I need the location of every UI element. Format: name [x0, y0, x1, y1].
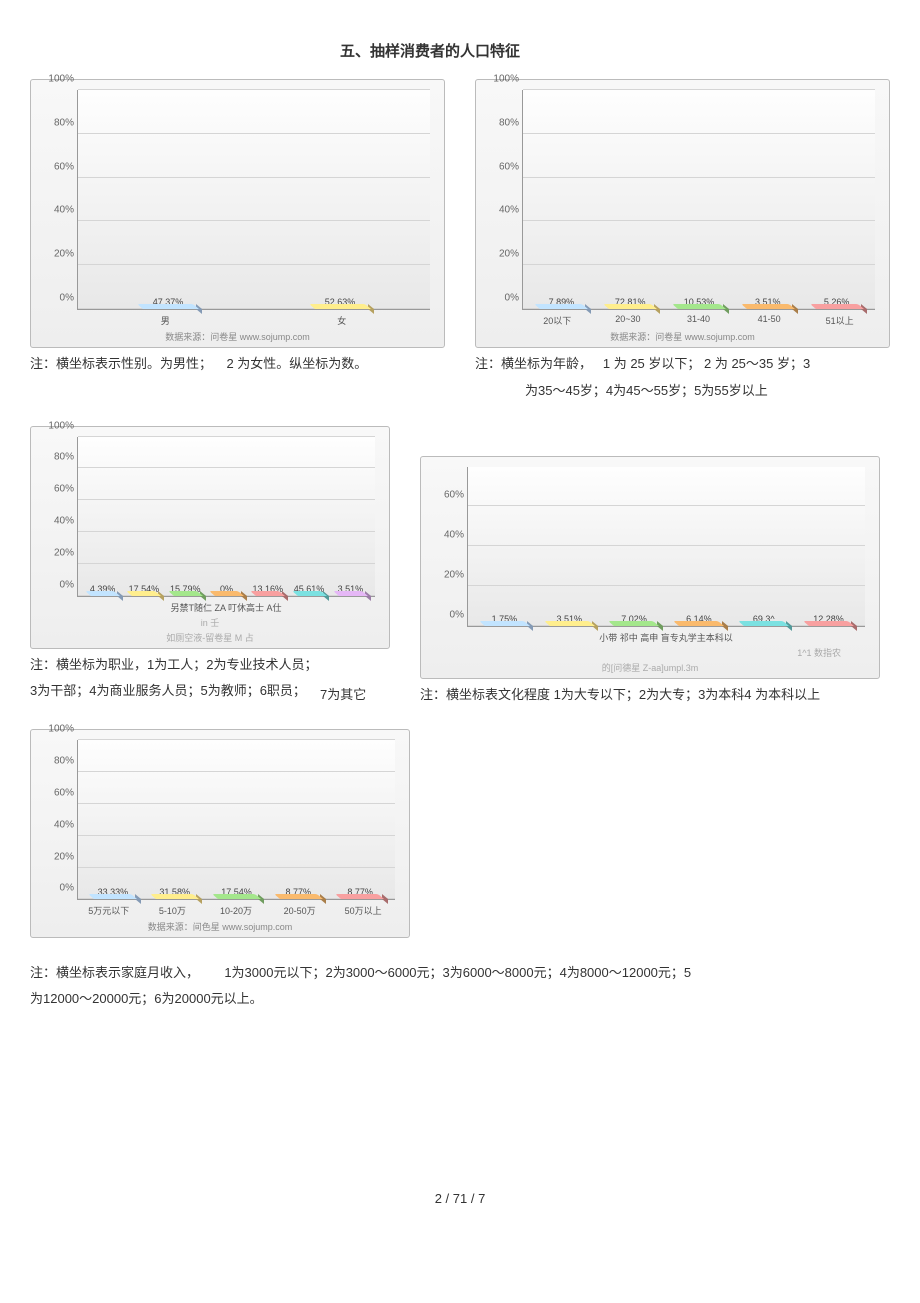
caption-income-2: 为12000～20000元；6为20000元以上。	[30, 988, 890, 1010]
section-title: 五、抽样消费者的人口特征	[0, 40, 890, 61]
y-tick: 80%	[42, 117, 74, 128]
chart-source: 数据来源：问卷星 www.sojump.com	[39, 330, 436, 343]
chart-source: 数据来源：问卷星 www.sojump.com	[484, 330, 881, 343]
y-tick: 40%	[487, 205, 519, 216]
misc-job-2: 如厕空液-留卷星 M 占	[39, 631, 381, 644]
page-number: 2 / 71 / 7	[30, 1191, 890, 1206]
y-tick: 40%	[42, 819, 74, 830]
y-tick: 20%	[42, 851, 74, 862]
y-tick: 100%	[42, 74, 74, 85]
x-tick: 41-50	[734, 314, 805, 327]
y-tick: 0%	[42, 579, 74, 590]
chart-job: 0%20%40%60%80%100%4.39%17.54%15.79%0%13.…	[30, 426, 390, 649]
caption-gender: 注：横坐标表示性别。为男性； 2 为女性。纵坐标为数。	[30, 354, 445, 375]
y-tick: 0%	[432, 609, 464, 620]
y-tick: 80%	[487, 117, 519, 128]
y-tick: 80%	[42, 452, 74, 463]
y-tick: 40%	[432, 530, 464, 541]
caption-7: 7为其它	[320, 685, 420, 706]
x-tick: 20~30	[593, 314, 664, 327]
x-tick: 女	[302, 314, 382, 327]
y-tick: 0%	[42, 883, 74, 894]
misc-edu-1: 1^1 数指农	[429, 646, 871, 659]
misc-job-1: in 壬	[39, 616, 381, 629]
caption-job-1: 注：横坐标为职业，1为工人；2为专业技术人员；	[30, 655, 390, 676]
x-tick: 5万元以下	[77, 904, 141, 917]
y-tick: 40%	[42, 516, 74, 527]
y-tick: 100%	[42, 724, 74, 735]
chart-income: 0%20%40%60%80%100%33.33%31.58%17.54%8.77…	[30, 729, 410, 938]
y-tick: 40%	[42, 205, 74, 216]
x-text-job: 另禁T随仁 ZA 叮休高士 A仕	[87, 601, 365, 614]
y-tick: 60%	[42, 161, 74, 172]
y-tick: 20%	[42, 249, 74, 260]
caption-edu: 注：横坐标表文化程度 1为大专以下；2为大专；3为本科4 为本科以上	[420, 685, 820, 706]
x-tick: 31-40	[663, 314, 734, 327]
x-tick: 51以上	[804, 314, 875, 327]
y-tick: 60%	[432, 490, 464, 501]
x-tick: 5-10万	[141, 904, 205, 917]
x-tick: 10-20万	[204, 904, 268, 917]
x-text-edu: 小带 祁中 高申 盲专丸学主本科以	[467, 631, 865, 644]
y-tick: 0%	[42, 293, 74, 304]
x-tick: 男	[125, 314, 205, 327]
y-tick: 100%	[42, 420, 74, 431]
chart-edu: 0%20%40%60%1.75%3.51%7.02%6.14%69.3^12.2…	[420, 456, 880, 679]
y-tick: 100%	[487, 74, 519, 85]
y-tick: 60%	[487, 161, 519, 172]
x-tick: 20-50万	[268, 904, 332, 917]
y-tick: 20%	[487, 249, 519, 260]
y-tick: 60%	[42, 788, 74, 799]
misc-edu-2: 的[问德星 Z-aa]umpl.3m	[429, 661, 871, 674]
x-tick: 20以下	[522, 314, 593, 327]
x-tick: 50万以上	[331, 904, 395, 917]
y-tick: 60%	[42, 484, 74, 495]
chart-gender: 0%20%40%60%80%100%47.37%52.63% 男女 数据来源：问…	[30, 79, 445, 348]
y-tick: 80%	[42, 756, 74, 767]
y-tick: 20%	[42, 547, 74, 558]
chart-age: 0%20%40%60%80%100%7.89%72.81%10.53%3.51%…	[475, 79, 890, 348]
caption-age-2: 为35～45岁；4为45～55岁；5为55岁以上	[525, 381, 890, 402]
y-tick: 20%	[432, 569, 464, 580]
caption-income: 注：横坐标表示家庭月收入， 1为3000元以下；2为3000～6000元；3为6…	[30, 962, 890, 984]
y-tick: 0%	[487, 293, 519, 304]
caption-age: 注：横坐标为年龄， 1 为 25 岁以下； 2 为 25～35 岁；3	[475, 354, 890, 375]
chart-source: 数据来源：间色星 www.sojump.com	[39, 920, 401, 933]
